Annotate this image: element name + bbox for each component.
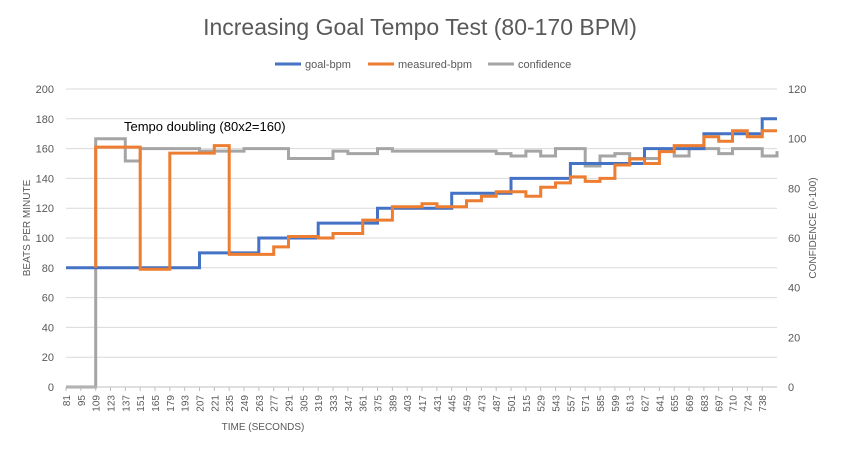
x-axis-ticks: 81 95 109 123 137 151 165 179 193 207 221 235 249 263… <box>62 387 769 412</box>
y-axis-ticks: 0 20 40 60 80 100 120 140 160 180 200 <box>36 84 54 394</box>
x-tick-label: 291 <box>285 395 296 412</box>
x-tick-label: 655 <box>670 395 681 412</box>
y-tick-label: 180 <box>36 114 54 126</box>
x-tick-label: 235 <box>225 395 236 412</box>
x-tick-label: 543 <box>552 395 563 412</box>
y2-tick-label: 0 <box>788 382 794 394</box>
x-tick-label: 724 <box>743 395 754 412</box>
x-tick-label: 599 <box>611 395 622 412</box>
x-tick-label: 557 <box>566 395 577 412</box>
x-tick-label: 697 <box>715 395 726 412</box>
y2-tick-label: 60 <box>788 233 800 245</box>
y2-axis-ticks: 0 20 40 60 80 100 120 <box>788 84 806 394</box>
x-tick-label: 319 <box>314 395 325 412</box>
legend-label-measured-bpm: measured-bpm <box>398 59 472 71</box>
x-tick-label: 529 <box>537 395 548 412</box>
x-tick-label: 641 <box>655 395 666 412</box>
y-axis-label: BEATS PER MINUTE <box>22 179 33 276</box>
x-tick-label: 738 <box>758 395 769 412</box>
legend-label-confidence: confidence <box>518 59 571 71</box>
series-lines <box>66 117 779 389</box>
x-tick-label: 193 <box>181 395 192 412</box>
x-tick-label: 683 <box>700 395 711 412</box>
x-tick-label: 375 <box>374 395 385 412</box>
x-tick-label: 151 <box>136 395 147 412</box>
x-tick-label: 361 <box>359 395 370 412</box>
y2-tick-label: 20 <box>788 332 800 344</box>
y2-tick-label: 120 <box>788 84 806 96</box>
x-tick-label: 123 <box>107 395 118 412</box>
chart-title: Increasing Goal Tempo Test (80-170 BPM) <box>203 14 637 40</box>
x-tick-label: 459 <box>463 395 474 412</box>
y-tick-label: 200 <box>36 84 54 96</box>
x-tick-label: 515 <box>522 395 533 412</box>
x-tick-label: 501 <box>507 395 518 412</box>
y-tick-label: 160 <box>36 144 54 156</box>
y-tick-label: 80 <box>42 263 54 275</box>
x-tick-label: 403 <box>403 395 414 412</box>
x-tick-label: 613 <box>626 395 637 412</box>
x-tick-label: 473 <box>477 395 488 412</box>
x-tick-label: 487 <box>492 395 503 412</box>
x-tick-label: 710 <box>728 395 739 412</box>
x-tick-label: 81 <box>62 395 73 407</box>
x-tick-label: 571 <box>581 395 592 412</box>
x-tick-label: 431 <box>433 395 444 412</box>
x-tick-label: 445 <box>448 395 459 412</box>
y-tick-label: 0 <box>48 382 54 394</box>
x-tick-label: 277 <box>270 395 281 412</box>
x-tick-label: 333 <box>329 395 340 412</box>
x-tick-label: 669 <box>685 395 696 412</box>
y-tick-label: 40 <box>42 322 54 334</box>
tempo-doubling-annotation: Tempo doubling (80x2=160) <box>124 119 286 134</box>
x-axis-label: TIME (SECONDS) <box>222 422 305 433</box>
x-tick-label: 389 <box>388 395 399 412</box>
y2-tick-label: 100 <box>788 134 806 146</box>
y2-tick-label: 80 <box>788 183 800 195</box>
x-tick-label: 95 <box>77 395 88 407</box>
x-tick-label: 585 <box>596 395 607 412</box>
y2-tick-label: 40 <box>788 283 800 295</box>
x-tick-label: 179 <box>166 395 177 412</box>
x-tick-label: 165 <box>151 395 162 412</box>
legend: goal-bpm measured-bpm confidence <box>275 59 571 71</box>
legend-label-goal-bpm: goal-bpm <box>305 59 351 71</box>
x-tick-label: 109 <box>92 395 103 412</box>
x-tick-label: 137 <box>121 395 132 412</box>
y-tick-label: 60 <box>42 293 54 305</box>
x-tick-label: 417 <box>418 395 429 412</box>
x-tick-label: 347 <box>344 395 355 412</box>
x-tick-label: 207 <box>196 395 207 412</box>
x-tick-label: 263 <box>255 395 266 412</box>
x-tick-label: 221 <box>210 395 221 412</box>
y-tick-label: 20 <box>42 352 54 364</box>
y-tick-label: 140 <box>36 173 54 185</box>
series-line-measured-bpm <box>94 129 777 271</box>
x-tick-label: 305 <box>299 395 310 412</box>
y-tick-label: 120 <box>36 203 54 215</box>
x-tick-label: 627 <box>641 395 652 412</box>
x-tick-label: 249 <box>240 395 251 412</box>
y2-axis-label: CONFIDENCE (0-100) <box>808 177 819 278</box>
y-tick-label: 100 <box>36 233 54 245</box>
